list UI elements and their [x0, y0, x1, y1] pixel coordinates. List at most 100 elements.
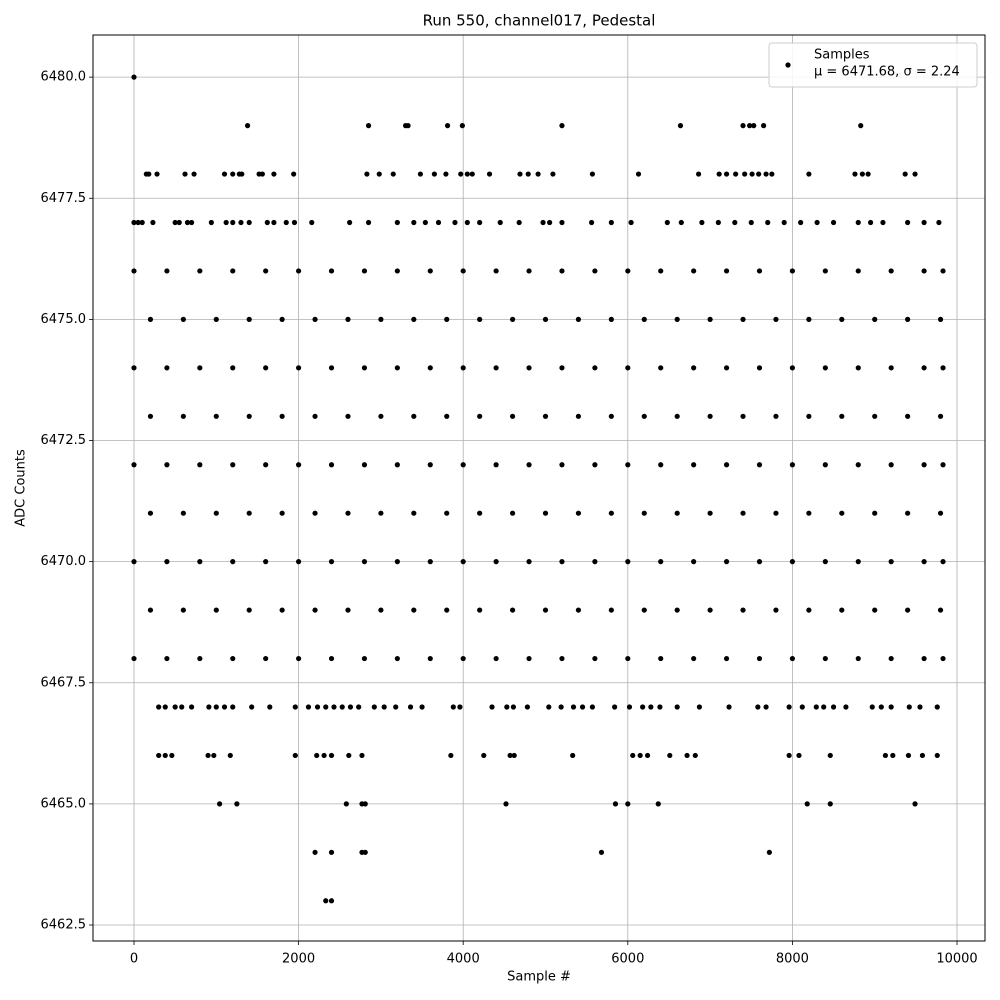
data-point — [658, 365, 664, 371]
data-point — [773, 607, 779, 613]
data-point — [361, 559, 368, 565]
data-point — [361, 268, 368, 274]
data-point — [756, 655, 763, 662]
data-point — [444, 510, 450, 516]
data-point — [822, 655, 828, 662]
data-point — [658, 559, 664, 565]
data-point — [658, 462, 664, 468]
data-point — [460, 559, 466, 565]
data-point — [674, 316, 680, 322]
data-point — [378, 510, 384, 516]
data-point — [230, 655, 236, 662]
data-point — [806, 607, 812, 613]
data-point — [674, 607, 680, 613]
data-point — [339, 704, 345, 710]
data-point — [292, 752, 298, 759]
data-point — [905, 510, 911, 516]
data-point — [732, 219, 738, 226]
data-point — [444, 607, 450, 613]
data-point — [902, 171, 908, 177]
data-point — [411, 316, 417, 322]
data-point — [180, 607, 186, 613]
data-point — [509, 316, 516, 322]
data-point — [239, 171, 245, 177]
data-point — [526, 655, 532, 662]
data-point — [905, 607, 911, 613]
data-point — [390, 171, 396, 177]
data-point — [172, 704, 178, 710]
data-point — [822, 268, 828, 274]
y-tick-label: 6462.5 — [41, 918, 87, 933]
x-tick-label: 6000 — [611, 952, 644, 967]
data-point — [540, 219, 546, 226]
data-point — [612, 704, 618, 710]
data-point — [872, 607, 878, 613]
data-point — [230, 268, 236, 274]
x-tick-label: 0 — [130, 952, 138, 967]
data-point — [364, 171, 370, 177]
data-point — [164, 268, 170, 274]
data-point — [575, 607, 582, 613]
data-point — [417, 171, 424, 177]
data-point — [740, 510, 746, 516]
data-point — [751, 123, 757, 129]
data-point — [279, 607, 285, 613]
data-point — [773, 316, 779, 322]
data-point — [658, 268, 664, 274]
data-point — [279, 316, 285, 322]
data-point — [184, 219, 191, 226]
data-point — [407, 704, 414, 710]
data-point — [822, 559, 828, 565]
data-point — [691, 462, 697, 468]
data-point — [559, 123, 565, 129]
data-point — [444, 123, 451, 129]
data-point — [180, 316, 186, 322]
data-point — [205, 752, 211, 759]
y-tick-label: 6470.0 — [41, 554, 87, 569]
data-point — [365, 123, 372, 129]
data-point — [197, 462, 203, 468]
data-point — [346, 752, 352, 759]
data-point — [460, 462, 466, 468]
data-point — [147, 413, 154, 419]
data-point — [804, 801, 810, 807]
data-point — [356, 704, 362, 710]
data-point — [477, 607, 483, 613]
data-point — [921, 655, 927, 662]
data-point — [216, 801, 223, 807]
data-point — [559, 219, 565, 226]
data-point — [742, 171, 748, 177]
data-point — [888, 655, 894, 662]
data-point — [921, 268, 927, 274]
data-point — [427, 365, 433, 371]
x-tick-label: 8000 — [776, 952, 809, 967]
data-point — [547, 219, 553, 226]
data-point — [477, 219, 483, 226]
data-point — [542, 510, 549, 516]
data-point — [858, 123, 864, 129]
data-point — [867, 219, 874, 226]
data-point — [246, 316, 252, 322]
data-point — [542, 607, 549, 613]
data-point — [393, 704, 399, 710]
data-point — [263, 655, 269, 662]
data-point — [859, 171, 865, 177]
data-point — [197, 655, 203, 662]
data-point — [411, 510, 417, 516]
data-point — [855, 268, 861, 274]
data-point — [558, 704, 564, 710]
data-point — [827, 752, 833, 759]
data-point — [921, 365, 927, 371]
data-point — [526, 268, 532, 274]
data-point — [799, 704, 805, 710]
data-point — [427, 268, 433, 274]
data-point — [796, 752, 802, 759]
data-point — [940, 268, 946, 274]
data-point — [321, 752, 327, 759]
data-point — [806, 316, 812, 322]
data-point — [937, 607, 944, 613]
data-point — [422, 219, 428, 226]
data-point — [371, 704, 377, 710]
data-point — [131, 365, 137, 371]
data-point — [131, 559, 137, 565]
